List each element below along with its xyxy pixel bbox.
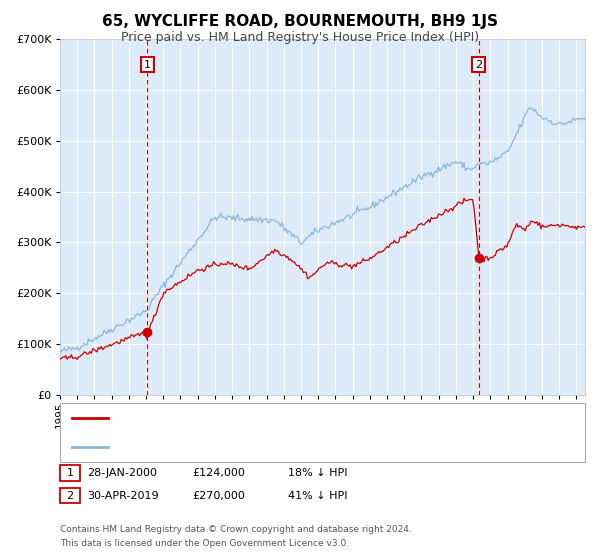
Text: Price paid vs. HM Land Registry's House Price Index (HPI): Price paid vs. HM Land Registry's House … <box>121 31 479 44</box>
Text: 30-APR-2019: 30-APR-2019 <box>87 491 158 501</box>
Text: 18% ↓ HPI: 18% ↓ HPI <box>288 468 347 478</box>
Text: 2: 2 <box>67 491 73 501</box>
Text: 65, WYCLIFFE ROAD, BOURNEMOUTH, BH9 1JS: 65, WYCLIFFE ROAD, BOURNEMOUTH, BH9 1JS <box>102 14 498 29</box>
Text: 1: 1 <box>67 468 73 478</box>
Text: This data is licensed under the Open Government Licence v3.0.: This data is licensed under the Open Gov… <box>60 539 349 548</box>
Text: 65, WYCLIFFE ROAD, BOURNEMOUTH, BH9 1JS (detached house): 65, WYCLIFFE ROAD, BOURNEMOUTH, BH9 1JS … <box>114 413 449 423</box>
Text: £270,000: £270,000 <box>192 491 245 501</box>
Text: 2: 2 <box>475 59 482 69</box>
Text: 28-JAN-2000: 28-JAN-2000 <box>87 468 157 478</box>
Text: 1: 1 <box>144 59 151 69</box>
Text: Contains HM Land Registry data © Crown copyright and database right 2024.: Contains HM Land Registry data © Crown c… <box>60 525 412 534</box>
Text: £124,000: £124,000 <box>192 468 245 478</box>
Text: 41% ↓ HPI: 41% ↓ HPI <box>288 491 347 501</box>
Text: HPI: Average price, detached house, Bournemouth Christchurch and Poole: HPI: Average price, detached house, Bour… <box>114 442 502 452</box>
